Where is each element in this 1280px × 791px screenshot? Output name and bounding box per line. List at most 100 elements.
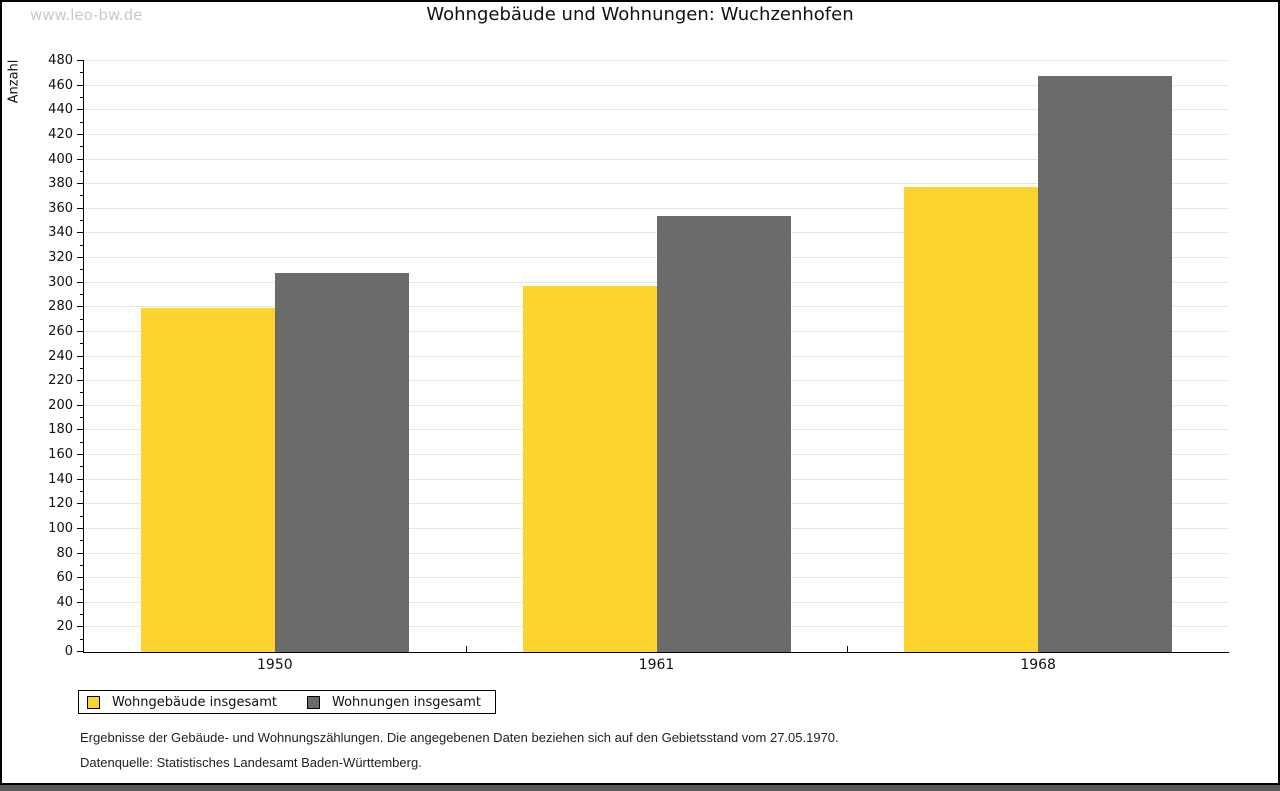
y-minor-tick	[80, 96, 84, 98]
bar-1961-series1	[656, 216, 791, 652]
y-major-tick	[77, 651, 84, 652]
x-boundary-tick	[847, 646, 849, 652]
y-minor-tick	[80, 220, 84, 222]
y-tick-label: 360	[48, 200, 73, 216]
y-tick-label: 0	[64, 644, 73, 659]
y-tick-label: 60	[56, 570, 73, 586]
y-minor-tick	[80, 121, 84, 123]
y-minor-tick	[80, 343, 84, 345]
y-major-tick	[77, 429, 84, 431]
y-major-tick	[77, 478, 84, 480]
y-minor-tick	[80, 490, 84, 492]
gridline	[84, 183, 1229, 185]
y-tick-label: 140	[48, 471, 73, 487]
y-major-tick	[77, 355, 84, 357]
gridline	[84, 109, 1229, 111]
y-major-tick	[77, 503, 84, 505]
y-minor-tick	[80, 392, 84, 394]
footnote-line: Ergebnisse der Gebäude- und Wohnungszähl…	[80, 730, 839, 745]
bar-1968-series1	[1038, 75, 1173, 652]
x-axis-label: 1950	[257, 657, 293, 673]
y-tick-label: 440	[48, 102, 73, 118]
y-major-tick	[77, 306, 84, 308]
y-major-tick	[77, 527, 84, 529]
y-minor-tick	[80, 589, 84, 591]
footnote-line: Datenquelle: Statistisches Landesamt Bad…	[80, 755, 422, 770]
bar-1950-series0	[140, 308, 275, 652]
legend: Wohngebäude insgesamt Wohnungen insgesamt	[78, 690, 496, 714]
y-major-tick	[77, 109, 84, 111]
legend-swatch	[307, 695, 320, 709]
x-axis-label: 1961	[638, 657, 675, 673]
page-title: Wohngebäude und Wohnungen: Wuchzenhofen	[426, 4, 854, 25]
y-tick-label: 400	[48, 151, 73, 167]
y-minor-tick	[80, 540, 84, 542]
y-minor-tick	[80, 195, 84, 197]
legend-label: Wohnungen insgesamt	[332, 694, 481, 710]
y-major-tick	[77, 281, 84, 283]
y-minor-tick	[80, 72, 84, 74]
y-tick-label: 120	[48, 496, 73, 512]
y-tick-label: 480	[48, 53, 73, 68]
y-tick-label: 240	[48, 348, 73, 364]
y-tick-label: 260	[48, 323, 73, 339]
x-axis-label: 1968	[1020, 657, 1056, 673]
legend-item: Wohnungen insgesamt	[307, 695, 481, 710]
y-minor-tick	[80, 417, 84, 419]
y-minor-tick	[80, 466, 84, 468]
gridline	[84, 84, 1229, 86]
y-axis-labels: 0 20 40 60 80 100 120 140 160 180 200 220 240 260 280 3…	[2, 53, 73, 659]
y-tick-label: 180	[48, 422, 73, 438]
y-major-tick	[77, 257, 84, 258]
y-tick-label: 100	[48, 520, 73, 536]
y-minor-tick	[80, 515, 84, 517]
y-major-tick	[77, 158, 84, 160]
y-minor-tick	[80, 293, 84, 295]
gridline	[84, 158, 1229, 160]
y-tick-label: 300	[48, 274, 73, 290]
y-minor-tick	[80, 244, 84, 246]
y-minor-tick	[80, 146, 84, 148]
y-minor-tick	[80, 614, 84, 616]
y-major-tick	[77, 552, 84, 554]
bar-1961-series0	[522, 286, 657, 652]
y-major-tick	[77, 601, 84, 603]
y-minor-tick	[80, 318, 84, 320]
y-major-tick	[77, 232, 84, 234]
y-major-tick	[77, 183, 84, 185]
y-tick-label: 380	[48, 176, 73, 192]
y-major-tick	[77, 577, 84, 579]
legend-swatch	[87, 695, 100, 709]
y-tick-label: 460	[48, 77, 73, 93]
y-minor-tick	[80, 441, 84, 443]
gridline	[84, 60, 1229, 61]
legend-item: Wohngebäude insgesamt	[87, 695, 277, 710]
y-tick-label: 80	[56, 545, 73, 561]
y-minor-tick	[80, 170, 84, 172]
y-minor-tick	[80, 367, 84, 369]
y-major-tick	[77, 404, 84, 406]
y-tick-label: 340	[48, 225, 73, 241]
x-boundary-tick	[465, 646, 467, 652]
y-tick-label: 200	[48, 397, 73, 413]
y-tick-label: 40	[56, 594, 73, 610]
gridline	[84, 207, 1229, 209]
y-minor-tick	[80, 638, 84, 640]
y-major-tick	[77, 133, 84, 135]
y-major-tick	[77, 207, 84, 209]
y-minor-tick	[80, 269, 84, 271]
y-major-tick	[77, 380, 84, 382]
y-major-tick	[77, 60, 84, 61]
window-bottom-strip	[0, 785, 1280, 791]
y-tick-label: 20	[56, 619, 73, 635]
y-major-tick	[77, 626, 84, 628]
gridline	[84, 133, 1229, 135]
y-major-tick	[77, 454, 84, 455]
y-tick-label: 280	[48, 299, 73, 315]
y-tick-label: 220	[48, 373, 73, 389]
watermark: www.leo-bw.de	[30, 6, 143, 24]
bar-1968-series0	[904, 186, 1039, 652]
y-tick-label: 420	[48, 126, 73, 142]
plot-area: 1950 1961 1968	[77, 60, 1229, 673]
